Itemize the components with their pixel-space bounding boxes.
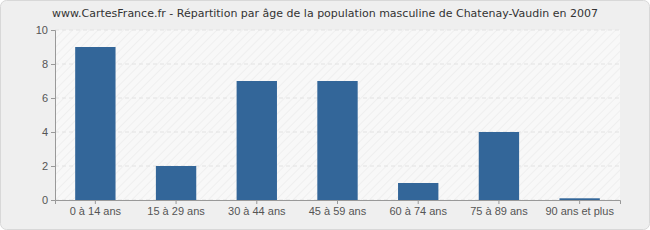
- bar: [479, 132, 519, 200]
- x-tick-label: 45 à 59 ans: [309, 205, 367, 217]
- x-tick: 15 à 29 ans: [147, 200, 205, 217]
- x-axis-line: [56, 201, 621, 205]
- x-tick-mark: [256, 200, 257, 204]
- x-axis: 0 à 14 ans 15 à 29 ans 30 à 44 ans 45 à 59 …: [56, 200, 621, 217]
- y-tick: 6: [42, 92, 55, 104]
- y-tick: 10: [36, 24, 55, 36]
- y-tick: 8: [42, 58, 55, 70]
- x-tick-mark: [337, 200, 338, 204]
- y-axis: 0 2 4 6 8 10: [36, 24, 56, 206]
- y-tick: 2: [42, 160, 55, 172]
- y-tick-mark: [51, 166, 55, 167]
- x-tick: 45 à 59 ans: [309, 200, 367, 217]
- bar: [559, 198, 599, 200]
- x-tick-label: 60 à 74 ans: [389, 205, 447, 217]
- x-tick: 90 ans et plus: [545, 200, 614, 217]
- x-tick: 0 à 14 ans: [70, 200, 122, 217]
- y-tick-mark: [51, 200, 55, 201]
- plot: 0 2 4 6 8 10 0 à 14 ans 15 à 29 ans 30 à 44 ans 4…: [36, 24, 621, 217]
- y-tick: 4: [42, 126, 55, 138]
- bar: [317, 81, 357, 200]
- grid: [55, 30, 620, 200]
- bar: [75, 47, 115, 200]
- y-tick-label: 6: [42, 92, 48, 104]
- x-tick-mark: [418, 200, 419, 204]
- grid-line: [55, 30, 620, 31]
- bars: [75, 47, 600, 200]
- x-tick-mark: [176, 200, 177, 204]
- chart: www.CartesFrance.fr - Répartition par âg…: [0, 0, 650, 230]
- y-tick-label: 0: [42, 194, 48, 206]
- y-tick-mark: [51, 30, 55, 31]
- plot-area: [55, 30, 620, 200]
- x-tick: 30 à 44 ans: [228, 200, 286, 217]
- x-tick-mark: [498, 200, 499, 204]
- y-tick-label: 2: [42, 160, 48, 172]
- x-tick: 60 à 74 ans: [389, 200, 447, 217]
- x-tick-label: 90 ans et plus: [545, 205, 614, 217]
- background: [1, 1, 650, 230]
- grid-line: [55, 64, 620, 65]
- title: www.CartesFrance.fr - Répartition par âg…: [52, 7, 598, 20]
- x-tick: 75 à 89 ans: [470, 200, 528, 217]
- x-tick-label: 15 à 29 ans: [147, 205, 205, 217]
- bar: [237, 81, 277, 200]
- y-tick-mark: [51, 132, 55, 133]
- bar: [398, 183, 438, 200]
- x-tick-mark: [579, 200, 580, 204]
- y-tick: 0: [42, 194, 55, 206]
- y-tick-label: 10: [36, 24, 48, 36]
- y-tick-label: 4: [42, 126, 48, 138]
- y-tick-mark: [51, 98, 55, 99]
- y-tick-label: 8: [42, 58, 48, 70]
- y-tick-mark: [51, 64, 55, 65]
- x-tick-mark: [95, 200, 96, 204]
- bar: [156, 166, 196, 200]
- x-tick-label: 75 à 89 ans: [470, 205, 528, 217]
- x-tick-label: 30 à 44 ans: [228, 205, 286, 217]
- x-tick-label: 0 à 14 ans: [70, 205, 122, 217]
- y-axis-line: [51, 31, 56, 201]
